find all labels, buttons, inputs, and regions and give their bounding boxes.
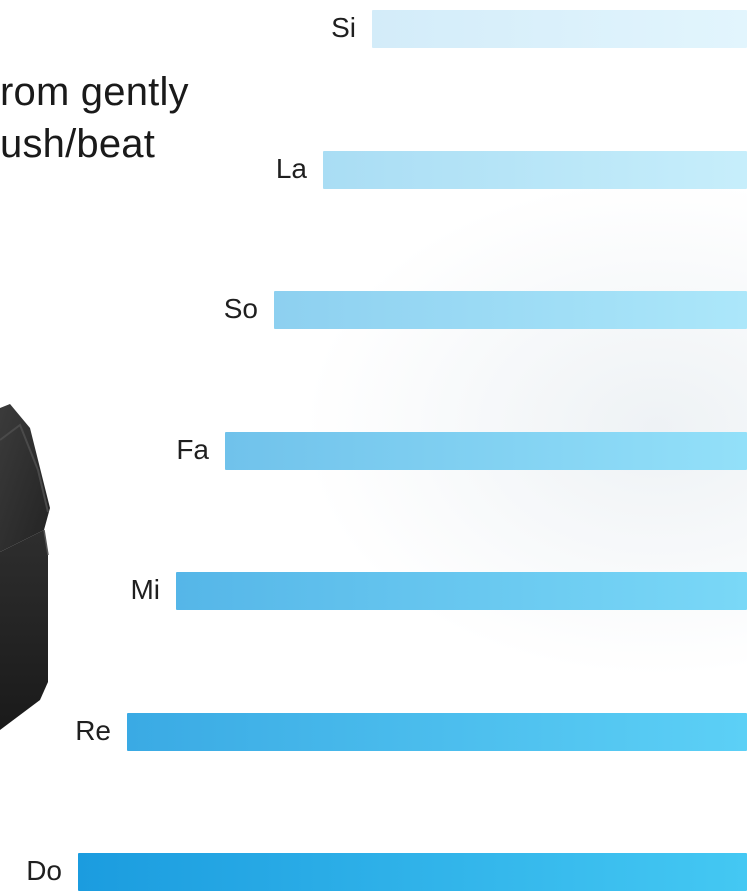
note-label: Do bbox=[26, 855, 62, 886]
note-row-la: La bbox=[0, 149, 747, 189]
note-bar bbox=[323, 150, 747, 189]
caption-line-2: ush/beat bbox=[0, 122, 156, 166]
note-row-mi: Mi bbox=[0, 570, 747, 610]
note-bar bbox=[274, 291, 747, 329]
caption-line-1: rom gently bbox=[0, 70, 189, 114]
note-bar bbox=[78, 853, 747, 891]
note-row-si: Si bbox=[0, 8, 747, 48]
note-label: Fa bbox=[176, 433, 209, 465]
note-bar bbox=[372, 10, 747, 48]
note-row-re: Re bbox=[0, 711, 747, 751]
note-label: Re bbox=[75, 714, 111, 746]
note-bar bbox=[127, 712, 747, 751]
note-label: Si bbox=[331, 12, 356, 43]
note-row-do: Do bbox=[0, 851, 747, 891]
note-row-so: So bbox=[0, 289, 747, 329]
note-row-fa: Fa bbox=[0, 430, 747, 470]
note-bar bbox=[176, 572, 747, 610]
note-bar bbox=[225, 431, 747, 470]
note-label: So bbox=[223, 293, 258, 324]
note-label: Mi bbox=[130, 574, 160, 605]
caption-text: rom gently ush/beat bbox=[0, 66, 189, 170]
note-label: La bbox=[275, 152, 307, 184]
